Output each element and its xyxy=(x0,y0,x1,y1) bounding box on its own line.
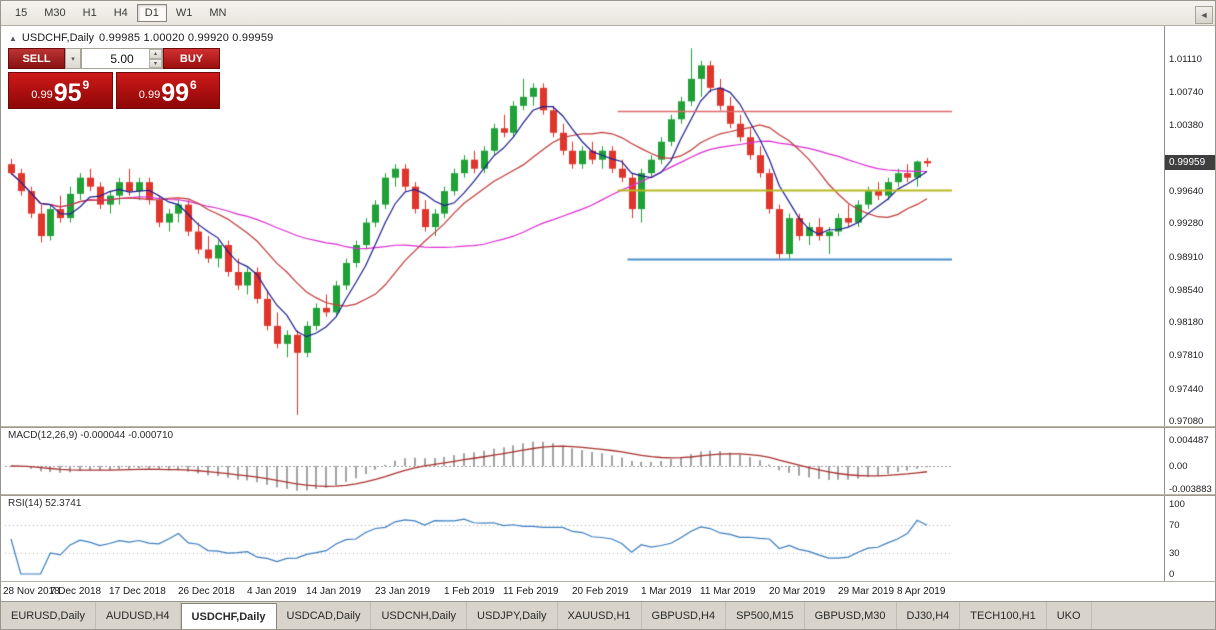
chart-tab-usdcnh-daily[interactable]: USDCNH,Daily xyxy=(371,602,468,629)
volume-input[interactable]: 5.00 ▴ ▾ xyxy=(81,48,163,69)
panel-splitter[interactable] xyxy=(1,426,1215,428)
timeframe-button-h4[interactable]: H4 xyxy=(113,7,128,19)
date-axis-label: 28 Nov 2018 xyxy=(3,586,60,597)
date-axis-label: 20 Feb 2019 xyxy=(572,586,629,597)
chart-header: ▲ USDCHF,Daily 0.99985 1.00020 0.99920 0… xyxy=(9,32,273,44)
macd-scale-label: 0.00 xyxy=(1169,461,1188,472)
timeframe-button-m30[interactable]: M30 xyxy=(44,7,66,19)
price-scale-label: 0.97080 xyxy=(1169,416,1204,427)
bid-prefix: 0.99 xyxy=(31,89,53,101)
date-axis-label: 23 Jan 2019 xyxy=(375,586,431,597)
macd-scale-label: -0.003883 xyxy=(1169,483,1212,495)
buy-button[interactable]: BUY xyxy=(163,48,220,69)
price-scale-label: 1.00740 xyxy=(1169,87,1204,99)
price-scale-label: 0.98180 xyxy=(1169,317,1204,329)
date-axis-label: 1 Mar 2019 xyxy=(640,586,692,597)
timeframe-button-w1[interactable]: W1 xyxy=(175,7,193,19)
rsi-panel: 100 70 30 0 RSI(14) 52.3741 xyxy=(1,496,1215,581)
sell-button[interactable]: SELL xyxy=(8,48,65,69)
macd-canvas[interactable] xyxy=(1,428,1164,494)
chart-window: 1.01110 1.00740 1.00380 0.99640 0.99280 0.989… xyxy=(1,26,1215,603)
price-scale[interactable]: 1.01110 1.00740 1.00380 0.99640 0.99280 0.989… xyxy=(1165,26,1215,427)
tab-scroll-left-icon[interactable]: ◄ xyxy=(1195,6,1213,24)
chart-tab-eurusd-daily[interactable]: EURUSD,Daily xyxy=(1,602,96,629)
price-scale-label: 1.01110 xyxy=(1169,54,1202,65)
chart-tab-audusd-h4[interactable]: AUDUSD,H4 xyxy=(96,602,181,629)
chart-tab-gbpusd-m30[interactable]: GBPUSD,M30 xyxy=(805,602,897,629)
date-axis-label: 17 Dec 2018 xyxy=(109,586,166,597)
volume-increase-icon[interactable]: ▴ xyxy=(149,49,162,59)
date-axis-label: 26 Dec 2018 xyxy=(178,586,235,597)
panel-splitter[interactable] xyxy=(1,494,1215,496)
chart-tab-usdcad-daily[interactable]: USDCAD,Daily xyxy=(277,602,372,629)
chart-tab-usdjpy-daily[interactable]: USDJPY,Daily xyxy=(467,602,558,629)
volume-decrease-icon[interactable]: ▾ xyxy=(149,58,162,68)
chart-tab-dj30-h4[interactable]: DJ30,H4 xyxy=(897,602,961,629)
one-click-trade-panel: SELL ▾ 5.00 ▴ ▾ BUY 0.99 95 xyxy=(8,48,220,109)
price-scale-label: 0.99280 xyxy=(1169,218,1204,230)
date-axis-label: 4 Jan 2019 xyxy=(246,586,297,597)
current-price-badge: 0.99959 xyxy=(1165,155,1215,171)
main-chart-panel: 1.01110 1.00740 1.00380 0.99640 0.99280 0.989… xyxy=(1,26,1215,427)
rsi-scale-label: 0 xyxy=(1169,569,1175,580)
chart-tab-sp500-m15[interactable]: SP500,M15 xyxy=(726,602,805,629)
bid-price-button[interactable]: 0.99 95 9 xyxy=(8,72,113,109)
date-axis-label: 7 Dec 2018 xyxy=(49,586,102,597)
trade-row-buttons: SELL ▾ 5.00 ▴ ▾ BUY xyxy=(8,48,220,69)
price-scale-label: 0.99640 xyxy=(1169,186,1204,198)
volume-value: 5.00 xyxy=(110,51,134,66)
rsi-scale-label: 30 xyxy=(1169,548,1180,559)
rsi-scale-label: 100 xyxy=(1169,499,1185,510)
chart-symbol-icon: ▲ xyxy=(9,33,17,43)
bid-pipette: 9 xyxy=(82,78,90,92)
chart-tab-bar: EURUSD,Daily AUDUSD,H4 USDCHF,Daily USDCAD,… xyxy=(1,601,1215,629)
ask-prefix: 0.99 xyxy=(138,89,161,101)
timeframe-button-h1[interactable]: H1 xyxy=(82,7,97,19)
rsi-scale-label: 70 xyxy=(1169,520,1180,531)
volume-stepper: ▴ ▾ xyxy=(149,49,162,68)
date-axis-label: 14 Jan 2019 xyxy=(306,586,362,597)
price-scale-label: 0.98540 xyxy=(1169,284,1204,296)
rsi-label: RSI(14) 52.3741 xyxy=(8,498,82,509)
chart-tab-uko[interactable]: UKO xyxy=(1047,602,1092,629)
timeframe-button-d1[interactable]: D1 xyxy=(136,4,167,22)
date-axis-label: 8 Apr 2019 xyxy=(897,586,946,597)
ask-big-digits: 99 xyxy=(161,79,190,107)
chart-tab-usdchf-daily[interactable]: USDCHF,Daily xyxy=(180,603,277,629)
timeframe-button-mn[interactable]: MN xyxy=(209,7,227,19)
chart-tab-tech100-h1[interactable]: TECH100,H1 xyxy=(960,602,1047,629)
price-scale-label: 1.00380 xyxy=(1169,119,1204,131)
rsi-canvas[interactable] xyxy=(1,496,1164,581)
price-scale-label: 0.97810 xyxy=(1169,350,1204,362)
date-axis-label: 11 Mar 2019 xyxy=(700,586,756,597)
timeframe-button-15[interactable]: 15 xyxy=(15,7,28,19)
ohlc-values: 0.99985 1.00020 0.99920 0.99959 xyxy=(99,32,274,44)
chart-symbol-label: USDCHF,Daily xyxy=(21,32,95,44)
ask-pipette: 6 xyxy=(190,78,197,92)
ask-price-button[interactable]: 0.99 99 6 xyxy=(115,72,220,109)
macd-scale-label: 0.004487 xyxy=(1169,434,1209,446)
date-axis-label: 11 Feb 2019 xyxy=(503,586,559,597)
date-axis-label: 29 Mar 2019 xyxy=(837,586,895,597)
rsi-scale: 100 70 30 0 xyxy=(1165,496,1215,581)
macd-panel: 0.004487 0.00 -0.003883 MACD(12,26,9) -0.0… xyxy=(1,428,1215,495)
bid-big-digits: 95 xyxy=(53,79,82,107)
chart-tab-xauusd-h1[interactable]: XAUUSD,H1 xyxy=(558,602,642,629)
date-axis-label: 1 Feb 2019 xyxy=(443,586,495,597)
timeframe-toolbar: 15 M30 H1 H4 D1 W1 MN xyxy=(1,1,1215,26)
macd-label: MACD(12,26,9) -0.000044 -0.000710 xyxy=(8,430,174,441)
chart-tab-gbpusd-h4[interactable]: GBPUSD,H4 xyxy=(642,602,727,629)
date-axis-label: 20 Mar 2019 xyxy=(769,586,826,597)
price-scale-label: 0.98910 xyxy=(1169,251,1204,263)
date-axis[interactable]: 28 Nov 2018 7 Dec 2018 17 Dec 2018 26 Dec 2… xyxy=(1,581,1215,603)
trade-row-prices: 0.99 95 9 0.99 99 6 xyxy=(8,72,220,109)
volume-dropdown-icon[interactable]: ▾ xyxy=(65,48,81,69)
macd-scale: 0.004487 0.00 -0.003883 xyxy=(1165,428,1215,495)
price-scale-label: 0.97440 xyxy=(1169,383,1204,395)
